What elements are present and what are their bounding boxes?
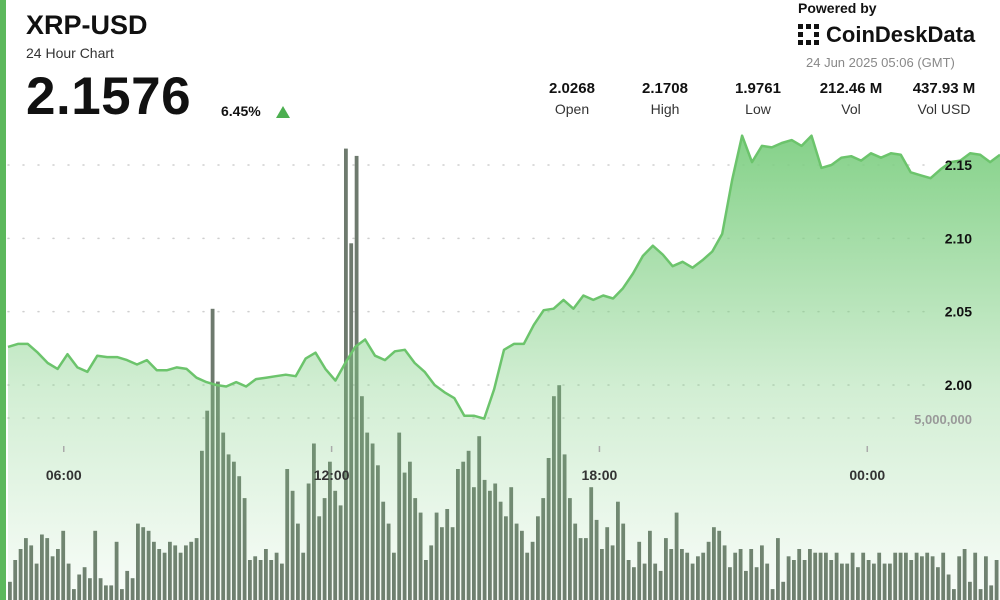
price-tick-label: 2.10: [945, 230, 972, 246]
coindesk-logo-icon: [798, 24, 819, 45]
x-tick-label: 12:00: [314, 467, 350, 483]
up-triangle-icon: [276, 106, 290, 118]
stat-label: Open: [554, 101, 590, 117]
price-tick-label: 2.00: [945, 377, 972, 393]
price-area: [8, 135, 1000, 600]
brand-name: CoinDeskData: [826, 22, 976, 47]
stat-value: 2.0268: [549, 80, 595, 97]
x-tick-label: 18:00: [582, 467, 618, 483]
stat-low: 1.9761 Low: [713, 80, 803, 117]
current-price: 2.1576: [26, 67, 192, 126]
stat-high: 2.1708 High: [620, 80, 710, 117]
stat-label: Vol: [841, 101, 861, 117]
pair-title: XRP-USD: [26, 10, 148, 40]
chart-subtitle: 24 Hour Chart: [26, 45, 114, 61]
price-change: 6.45%: [221, 103, 261, 119]
stat-open: 2.0268 Open: [527, 80, 617, 117]
volume-tick-label: 5,000,000: [914, 412, 972, 427]
brand-logo: CoinDeskData: [798, 22, 975, 48]
price-tick-label: 2.05: [945, 304, 972, 320]
stat-value: 1.9761: [735, 80, 781, 97]
x-tick-label: 00:00: [849, 467, 885, 483]
stat-value: 2.1708: [642, 80, 688, 97]
stat-value: 212.46 M: [819, 80, 883, 97]
price-line: [7, 134, 1000, 420]
stat-vol: 212.46 M Vol: [806, 80, 896, 117]
timestamp: 24 Jun 2025 05:06 (GMT): [806, 55, 955, 70]
accent-bar: [0, 0, 6, 600]
stat-vol-usd: 437.93 M Vol USD: [899, 80, 989, 117]
stat-label: High: [650, 101, 680, 117]
powered-by-label: Powered by: [798, 0, 877, 16]
price-tick-label: 2.15: [945, 157, 972, 173]
x-tick-label: 06:00: [46, 467, 82, 483]
stat-label: Vol USD: [917, 101, 971, 117]
stat-value: 437.93 M: [912, 80, 976, 97]
stat-label: Low: [745, 101, 771, 117]
